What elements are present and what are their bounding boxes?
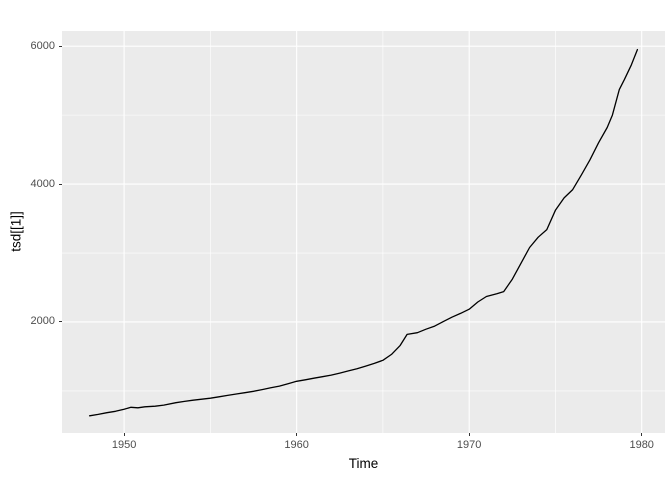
x-tick-mark [641,433,643,436]
x-tick-mark [296,433,298,436]
y-tick-mark [59,321,62,323]
plot-panel [62,31,665,433]
y-tick-mark [59,45,62,47]
x-tick-label: 1950 [111,439,137,451]
x-tick-mark [123,433,125,436]
y-tick-label: 2000 [30,315,55,328]
x-tick-label: 1970 [456,439,482,451]
y-tick-mark [59,183,62,185]
x-axis-title: Time [348,456,379,471]
data-line-tsd[[1]] [88,48,639,417]
y-tick-label: 4000 [30,177,55,190]
x-tick-label: 1960 [284,439,309,451]
x-tick-mark [468,433,470,436]
x-tick-label: 1980 [629,439,654,451]
plot-canvas [62,31,665,433]
y-tick-label: 6000 [30,39,55,52]
y-axis-title: tsd[[1]] [8,211,24,252]
